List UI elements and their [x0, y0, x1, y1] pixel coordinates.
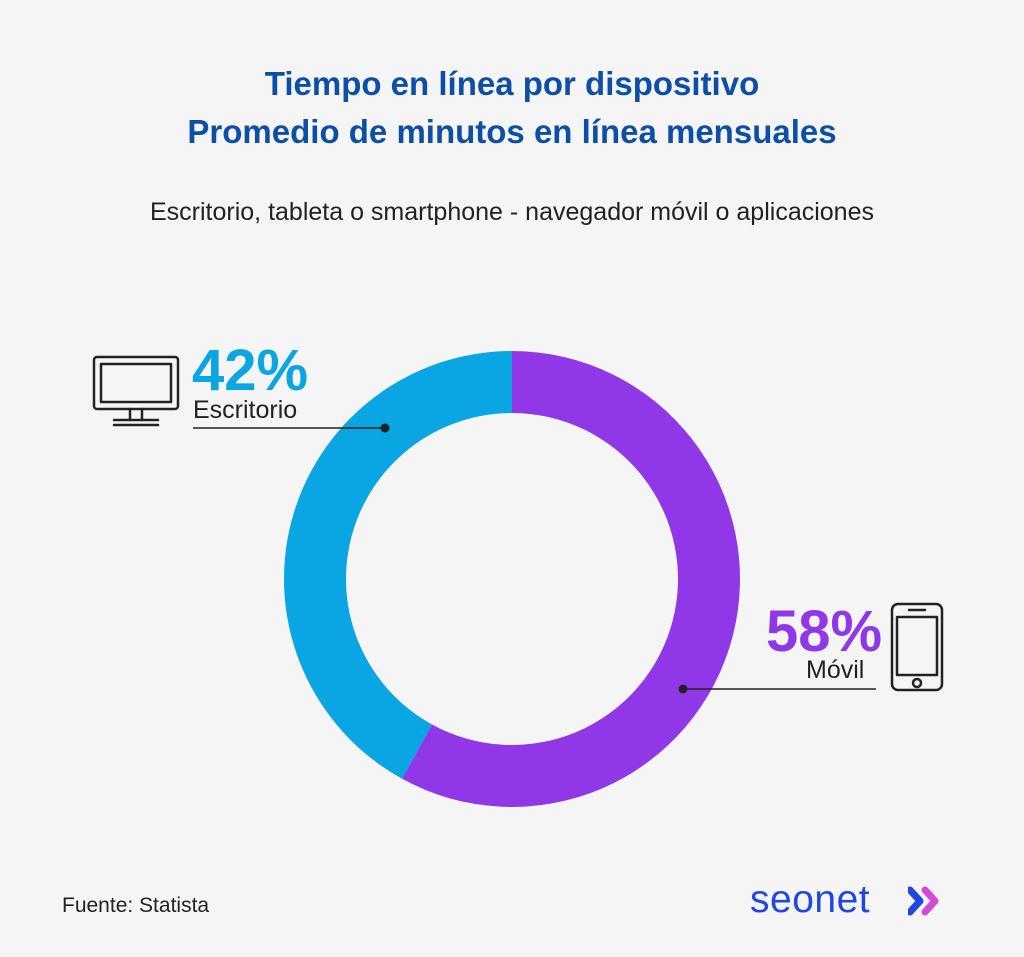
leader-dot-escritorio — [380, 423, 390, 433]
chart-title-line2: Promedio de minutos en línea mensuales — [187, 113, 837, 150]
chart-title-line1: Tiempo en línea por dispositivo — [264, 65, 760, 102]
slice-label-movil: Móvil — [806, 656, 865, 684]
leader-dot-movil — [678, 684, 688, 694]
slice-label-escritorio-pct: 42% — [192, 338, 309, 403]
brand-logo-text: seonet — [750, 878, 871, 921]
donut-slice-movil — [402, 351, 741, 808]
donut-slices — [284, 351, 741, 808]
slice-label-escritorio: Escritorio — [193, 396, 298, 424]
monitor-icon — [92, 355, 180, 427]
smartphone-icon — [890, 602, 944, 692]
double-chevron-right-icon — [908, 886, 939, 916]
slice-label-movil-pct: 58% — [766, 599, 883, 664]
donut-slice-escritorio — [284, 351, 512, 779]
chart-subtitle: Escritorio, tableta o smartphone - naveg… — [150, 198, 874, 226]
source-note: Fuente: Statista — [62, 894, 210, 917]
